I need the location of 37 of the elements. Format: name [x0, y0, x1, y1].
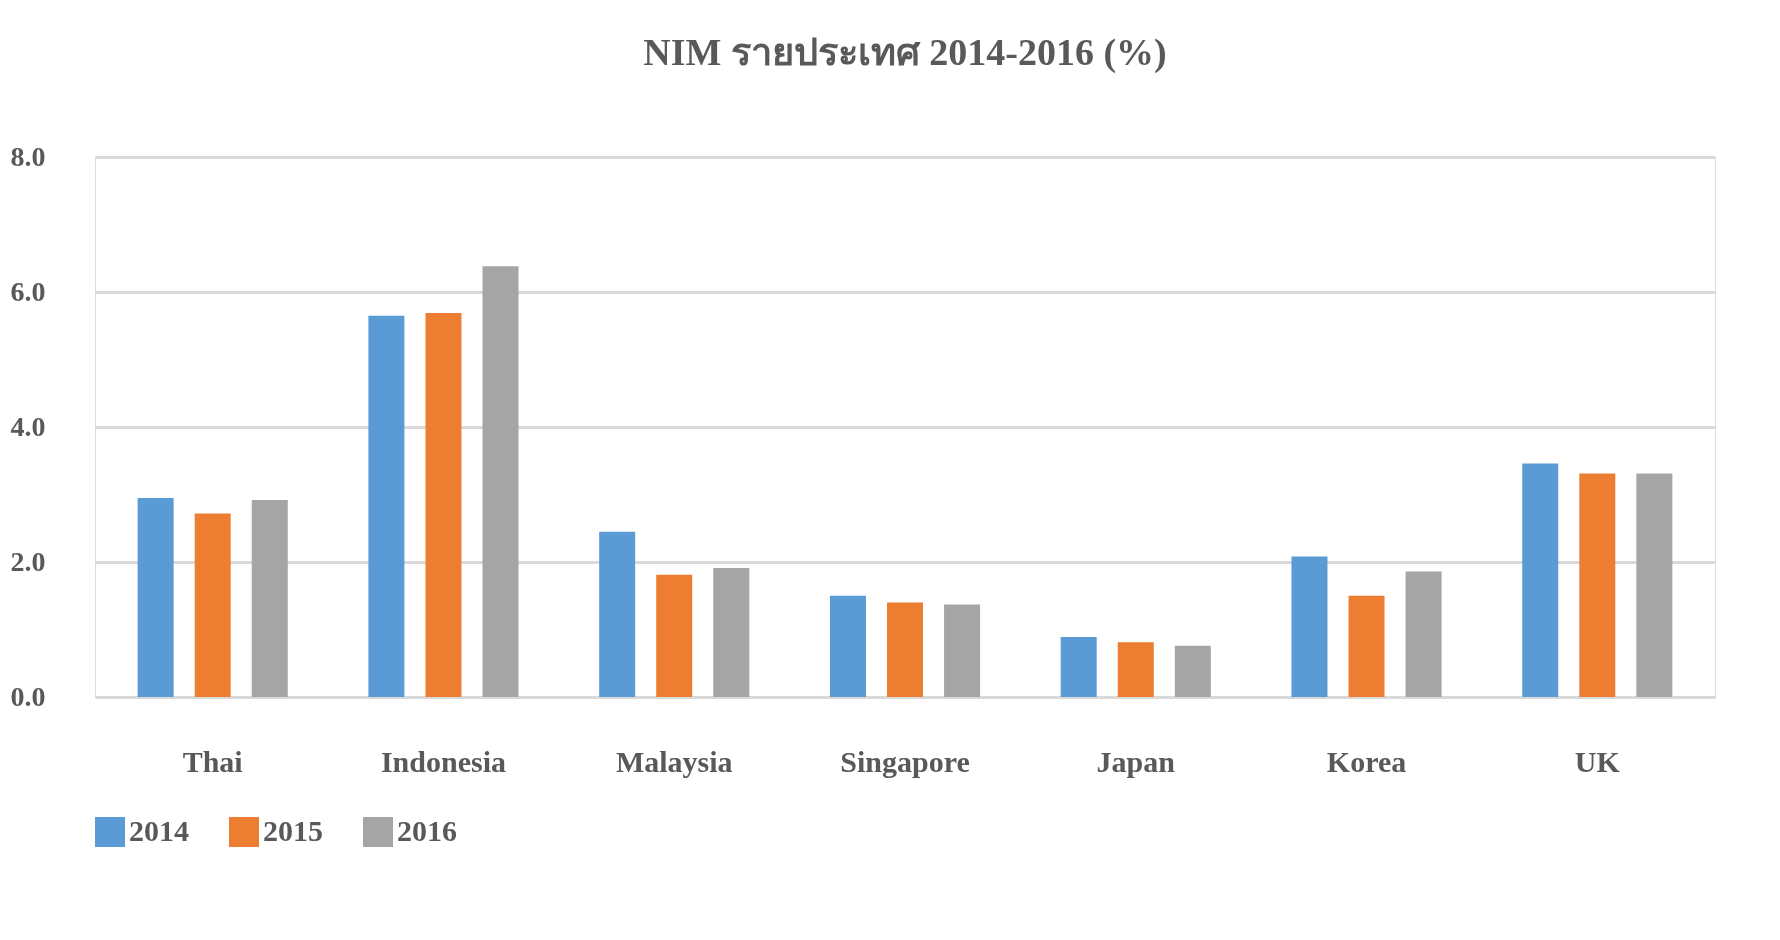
- x-tick-label: Thai: [182, 744, 243, 778]
- bar: [1348, 595, 1385, 697]
- bar: [251, 499, 288, 697]
- x-tick-label: Korea: [1326, 744, 1407, 778]
- legend-label: 2014: [129, 814, 189, 847]
- y-tick-label: 6.0: [10, 275, 46, 307]
- bar: [713, 568, 750, 697]
- bar: [1174, 645, 1211, 697]
- bar: [1291, 556, 1328, 697]
- bar: [887, 602, 923, 697]
- bar: [368, 315, 405, 697]
- x-tick-label: Malaysia: [615, 744, 733, 778]
- bar: [1522, 463, 1559, 697]
- bar: [482, 266, 519, 697]
- bar: [1636, 473, 1673, 697]
- y-tick-label: 8.0: [10, 140, 46, 172]
- bar: [194, 513, 231, 697]
- x-tick-label: Japan: [1096, 744, 1176, 778]
- bar: [137, 497, 174, 697]
- bar: [829, 595, 866, 697]
- x-tick-label: Singapore: [840, 744, 970, 778]
- bar: [425, 312, 462, 697]
- bar: [944, 604, 981, 697]
- y-tick-label: 4.0: [10, 410, 46, 442]
- y-tick-label: 2.0: [10, 545, 46, 577]
- x-tick-label: UK: [1574, 744, 1621, 778]
- bar: [656, 574, 693, 697]
- y-tick-label: 0.0: [10, 680, 46, 712]
- bar: [1117, 642, 1154, 697]
- legend-label: 2015: [263, 814, 323, 847]
- bar: [1405, 571, 1442, 697]
- x-tick-label: Indonesia: [380, 744, 506, 778]
- bar: [1060, 636, 1097, 697]
- chart-title: NIM รายประเทศ 2014-2016 (%): [643, 31, 1167, 74]
- bar: [599, 531, 636, 697]
- legend-label: 2016: [397, 814, 457, 847]
- bar: [1579, 473, 1616, 697]
